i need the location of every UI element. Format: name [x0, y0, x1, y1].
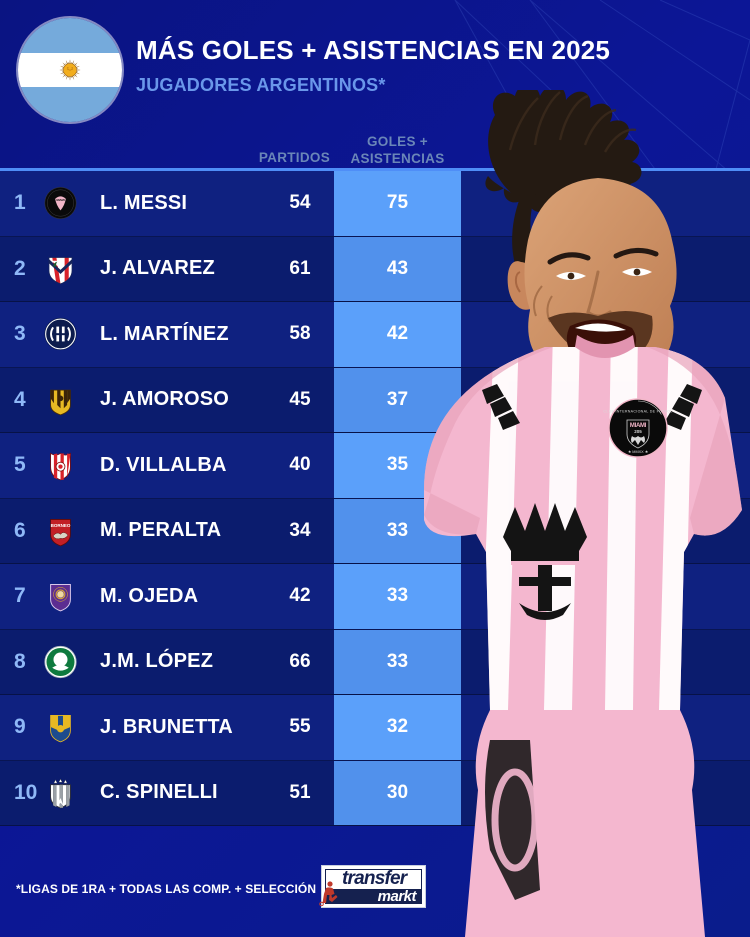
svg-text:BORNEO: BORNEO — [51, 523, 71, 528]
svg-text:CLUB INTERNACIONAL DE FUTBOL: CLUB INTERNACIONAL DE FUTBOL — [603, 410, 672, 414]
svg-text:MIAMI: MIAMI — [56, 198, 64, 202]
svg-text:205: 205 — [634, 429, 642, 434]
svg-text:★ MMXX ★: ★ MMXX ★ — [628, 450, 649, 454]
